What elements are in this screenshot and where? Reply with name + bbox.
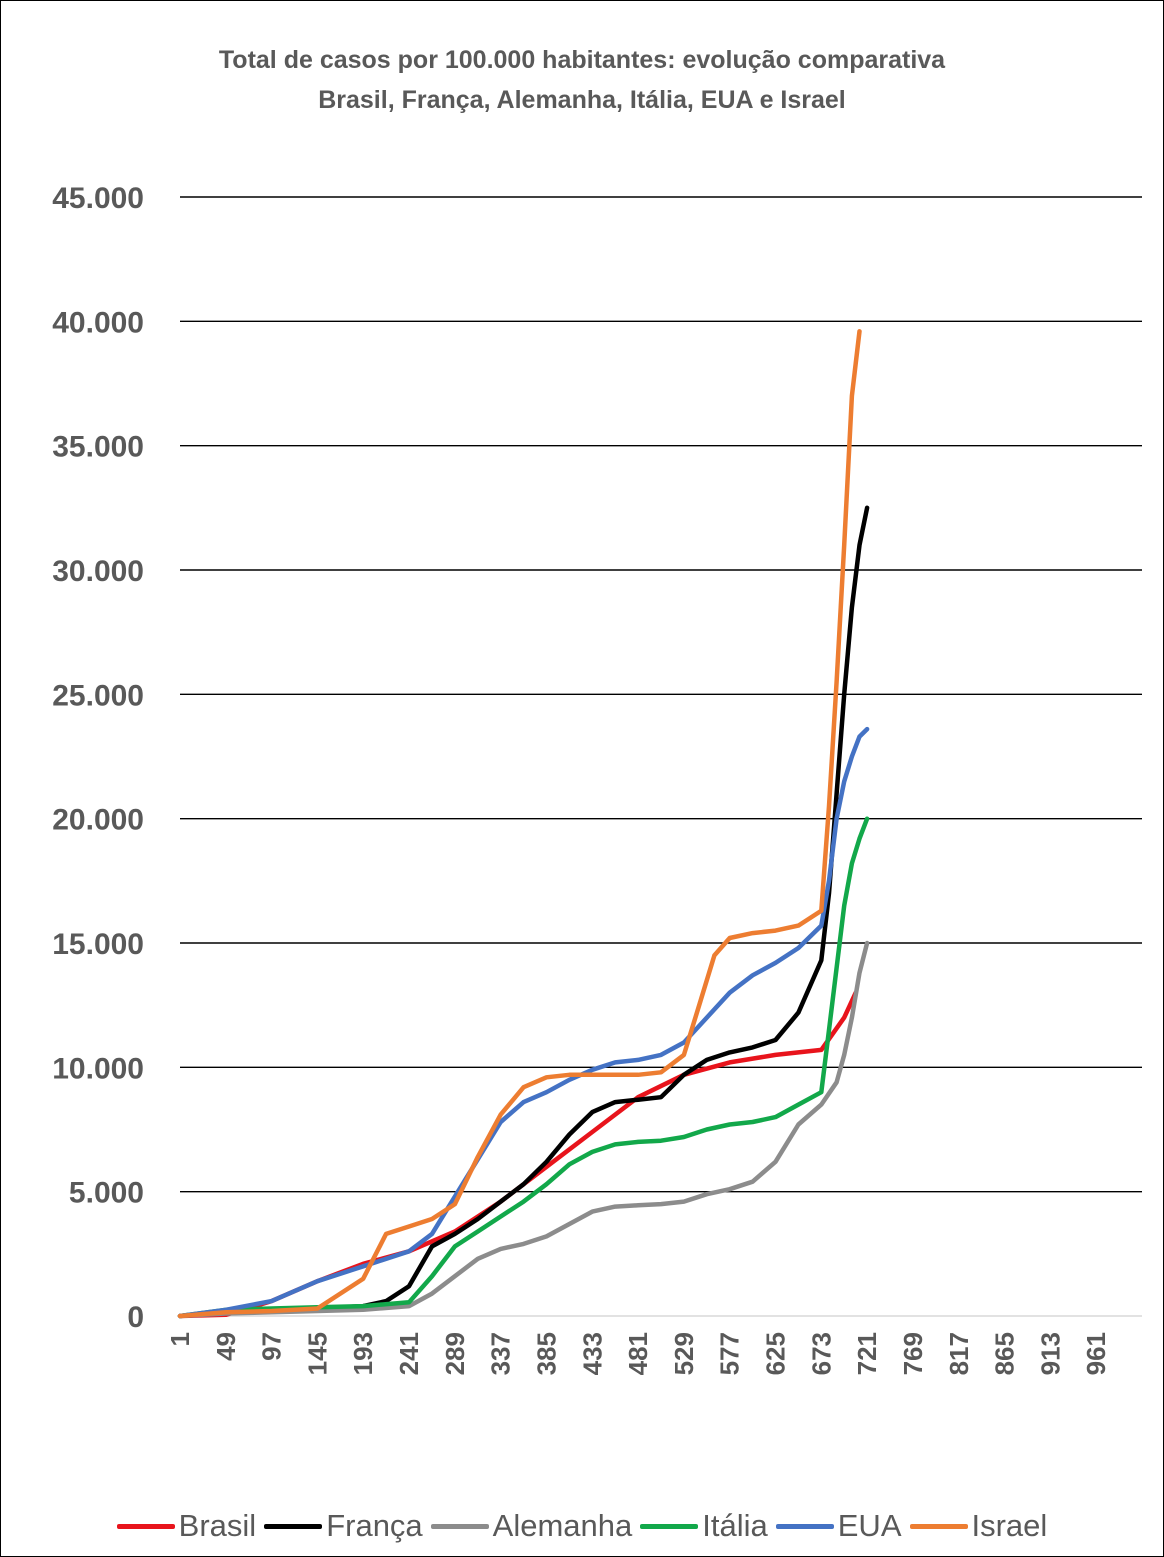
legend-item: EUA: [775, 1508, 902, 1544]
series-lines: [177, 329, 870, 1319]
x-tick-label: 817: [944, 1332, 974, 1375]
gridlines: [180, 196, 1142, 1317]
x-tick-label: 865: [990, 1332, 1020, 1375]
legend-item: Alemanha: [430, 1508, 633, 1544]
x-tick-label: 193: [348, 1332, 378, 1375]
legend-swatch: [775, 1523, 834, 1529]
series-line-israel: [177, 329, 862, 1319]
series-line-italia: [177, 816, 870, 1319]
series-line-eua: [177, 726, 870, 1319]
x-tick-label: 385: [531, 1332, 561, 1375]
x-tick-label: 49: [211, 1332, 241, 1361]
x-tick-label: 241: [394, 1332, 424, 1375]
legend-label: Itália: [702, 1508, 768, 1543]
legend-swatch: [640, 1523, 699, 1529]
legend-item: Israel: [909, 1508, 1048, 1544]
chart-title-block: Total de casos por 100.000 habitantes: e…: [0, 40, 1164, 120]
legend-item: Itália: [640, 1508, 768, 1544]
x-tick-label: 1: [165, 1332, 195, 1346]
y-tick-label: 10.000: [52, 1052, 144, 1085]
x-tick-label: 625: [761, 1332, 791, 1375]
y-tick-label: 45.000: [52, 182, 144, 215]
x-tick-label: 289: [440, 1332, 470, 1375]
y-tick-label: 0: [127, 1301, 144, 1334]
x-tick-label: 721: [852, 1332, 882, 1375]
legend-label: Alemanha: [492, 1508, 633, 1543]
y-tick-label: 5.000: [69, 1177, 144, 1210]
x-tick-label: 577: [715, 1332, 745, 1375]
x-tick-label: 769: [898, 1332, 928, 1375]
x-tick-label: 913: [1035, 1332, 1065, 1375]
x-tick-label: 673: [806, 1332, 836, 1375]
legend-swatch: [430, 1523, 489, 1529]
legend-swatch: [909, 1523, 968, 1529]
y-tick-label: 20.000: [52, 804, 144, 837]
legend-label: Israel: [971, 1508, 1048, 1543]
y-tick-label: 35.000: [52, 431, 144, 464]
y-tick-label: 25.000: [52, 679, 144, 712]
x-tick-label: 529: [669, 1332, 699, 1375]
y-tick-label: 15.000: [52, 928, 144, 961]
legend-label: França: [326, 1508, 423, 1543]
chart-subtitle: Brasil, França, Alemanha, Itália, EUA e …: [318, 86, 846, 114]
chart-title: Total de casos por 100.000 habitantes: e…: [218, 46, 946, 74]
y-tick-label: 30.000: [52, 555, 144, 588]
x-tick-label: 961: [1081, 1332, 1111, 1375]
x-tick-label: 433: [577, 1332, 607, 1375]
legend-label: EUA: [837, 1508, 902, 1543]
x-tick-label: 481: [623, 1332, 653, 1375]
legend-item: Brasil: [116, 1508, 257, 1544]
x-tick-label: 337: [486, 1332, 516, 1375]
series-line-brasil: [177, 990, 858, 1319]
y-axis-ticks: 0 5.000 10.000 15.000 20.000 25.000 30.000 35.0…: [52, 182, 144, 1334]
legend: Brasil França Alemanha Itália EUA Israel: [0, 1508, 1164, 1544]
y-tick-label: 40.000: [52, 306, 144, 339]
legend-label: Brasil: [178, 1508, 257, 1543]
legend-swatch: [116, 1523, 175, 1529]
series-line-alemanha: [177, 940, 870, 1319]
legend-swatch: [264, 1523, 323, 1529]
legend-item: França: [264, 1508, 423, 1544]
x-axis-ticks: 1 49 97 145 193 241 289 337 385 433 481 529 577 625 67…: [165, 1332, 1111, 1375]
x-tick-label: 97: [257, 1332, 287, 1361]
x-tick-label: 145: [302, 1332, 332, 1375]
series-line-franca: [177, 505, 870, 1319]
